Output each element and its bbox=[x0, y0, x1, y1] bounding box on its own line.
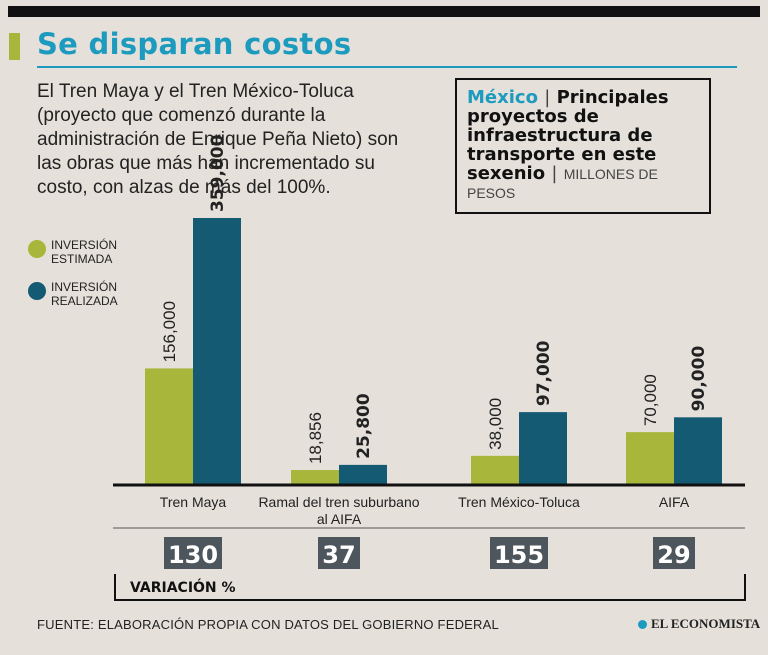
variation-bracket bbox=[114, 574, 746, 601]
logo-icon bbox=[638, 619, 647, 629]
legend-dot-realizada bbox=[28, 282, 46, 300]
data-label-estimada-aifa: 70,000 bbox=[641, 374, 660, 426]
variation-badge-aifa bbox=[653, 537, 695, 569]
variation-value-tren-mexico-toluca: 155 bbox=[494, 541, 544, 569]
intro-text: El Tren Maya y el Tren México-Toluca (pr… bbox=[37, 81, 399, 198]
bar-estimada-ramal-aifa bbox=[291, 470, 339, 484]
bar-realizada-tren-mexico-toluca bbox=[519, 412, 567, 484]
x-tick-label-aifa: AIFA bbox=[659, 494, 690, 510]
top-bar bbox=[8, 6, 760, 17]
x-tick-label-tren-maya: Tren Maya bbox=[160, 494, 227, 510]
info-country: México bbox=[467, 87, 538, 108]
legend: INVERSIÓN ESTIMADA INVERSIÓN REALIZADA bbox=[28, 238, 121, 322]
publisher-logo: EL ECONOMISTA bbox=[638, 616, 760, 632]
bar-estimada-tren-maya bbox=[145, 368, 193, 484]
bar-realizada-aifa bbox=[674, 417, 722, 484]
data-label-estimada-ramal-aifa: 18,856 bbox=[306, 412, 325, 464]
legend-label-realizada: INVERSIÓN REALIZADA bbox=[51, 280, 118, 308]
variation-value-ramal-aifa: 37 bbox=[322, 541, 355, 569]
variation-label: VARIACIÓN % bbox=[130, 580, 236, 596]
info-units: MILLONES DE PESOS bbox=[467, 166, 658, 201]
data-label-estimada-tren-mexico-toluca: 38,000 bbox=[486, 398, 505, 450]
variation-badge-tren-mexico-toluca bbox=[490, 537, 548, 569]
legend-item-estimada: INVERSIÓN ESTIMADA bbox=[28, 238, 121, 266]
source-note: FUENTE: ELABORACIÓN PROPIA CON DATOS DEL… bbox=[37, 617, 499, 632]
x-tick-label-tren-mexico-toluca: Tren México-Toluca bbox=[458, 494, 580, 510]
data-label-realizada-ramal-aifa: 25,800 bbox=[354, 393, 374, 459]
data-label-realizada-tren-maya: 359,000 bbox=[208, 134, 228, 212]
bar-estimada-tren-mexico-toluca bbox=[471, 455, 519, 484]
legend-label-estimada: INVERSIÓN ESTIMADA bbox=[51, 238, 118, 266]
data-label-realizada-aifa: 90,000 bbox=[689, 346, 709, 412]
info-separator: | bbox=[544, 87, 551, 108]
legend-item-realizada: INVERSIÓN REALIZADA bbox=[28, 280, 121, 308]
x-tick-label-ramal-aifa: Ramal del tren suburbano al AIFA bbox=[258, 494, 419, 527]
variation-badge-tren-maya bbox=[164, 537, 222, 569]
title-rule bbox=[37, 66, 737, 68]
title-accent-mark bbox=[9, 33, 20, 60]
bar-estimada-aifa bbox=[626, 432, 674, 484]
page-title: Se disparan costos bbox=[37, 27, 352, 61]
data-label-realizada-tren-mexico-toluca: 97,000 bbox=[534, 340, 554, 406]
bar-realizada-ramal-aifa bbox=[339, 464, 387, 484]
info-box: México | Principales proyectos de infrae… bbox=[455, 78, 711, 214]
info-heading: Principales proyectos de infraestructura… bbox=[467, 87, 669, 184]
bar-realizada-tren-maya bbox=[193, 218, 241, 484]
legend-dot-estimada bbox=[28, 240, 46, 258]
variation-value-tren-maya: 130 bbox=[168, 541, 218, 569]
variation-value-aifa: 29 bbox=[657, 541, 690, 569]
variation-badge-ramal-aifa bbox=[318, 537, 360, 569]
info-separator-2: | bbox=[551, 163, 558, 184]
logo-text: EL ECONOMISTA bbox=[651, 616, 761, 631]
data-label-estimada-tren-maya: 156,000 bbox=[160, 301, 179, 362]
